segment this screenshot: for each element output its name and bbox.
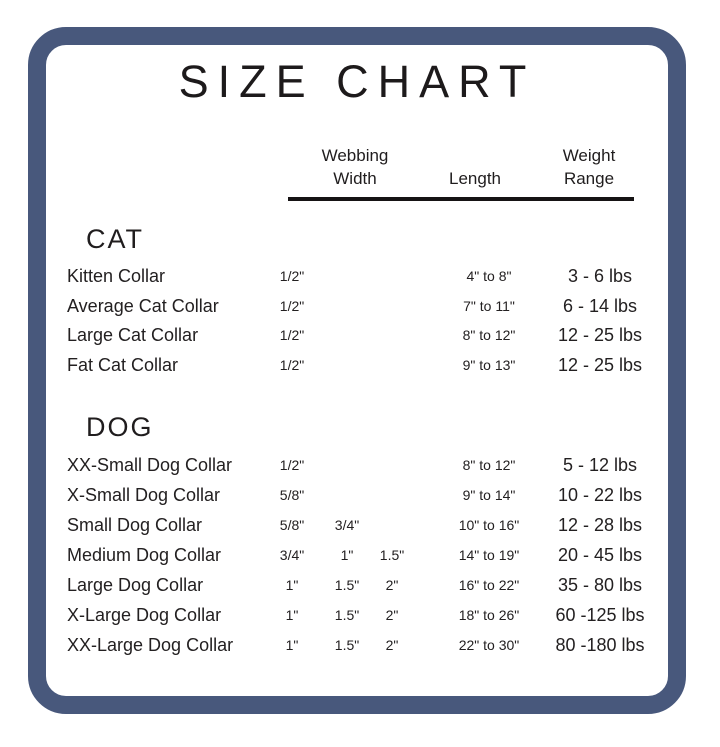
- length-value: 18" to 26": [458, 607, 520, 623]
- table-row: X-Large Dog Collar 1" 1.5" 2" 18" to 26" 60 -…: [0, 600, 720, 630]
- length-value: 14" to 19": [458, 547, 520, 563]
- weight-range-value: 35 - 80 lbs: [557, 575, 643, 595]
- length-value: 9" to 13": [462, 356, 516, 373]
- webbing-width-1: 1/2": [279, 297, 305, 314]
- webbing-width-2: 1": [340, 547, 354, 563]
- length-value: 4" to 8": [466, 268, 512, 284]
- length-value: 8" to 12": [462, 327, 516, 344]
- webbing-width-3: 2": [385, 637, 399, 653]
- page-title: SIZE CHART: [178, 56, 536, 107]
- webbing-width-1: 5/8": [279, 517, 305, 533]
- collar-name: Medium Dog Collar: [67, 545, 222, 565]
- header-rule: [288, 197, 634, 201]
- weight-range-value: 20 - 45 lbs: [557, 545, 643, 565]
- webbing-width-1: 1/2": [279, 327, 305, 344]
- webbing-width-1: 1/2": [279, 356, 305, 373]
- collar-name: Small Dog Collar: [67, 515, 203, 535]
- collar-name: Large Cat Collar: [67, 325, 199, 346]
- table-row: XX-Small Dog Collar 1/2" 8" to 12" 5 - 12 l…: [0, 450, 720, 480]
- length-value: 7" to 11": [463, 297, 515, 314]
- table-row: Large Dog Collar 1" 1.5" 2" 16" to 22" 35 - 8…: [0, 570, 720, 600]
- weight-range-value: 3 - 6 lbs: [567, 266, 633, 286]
- collar-name: XX-Large Dog Collar: [67, 635, 234, 655]
- column-header-webbing-line1: Webbing: [321, 146, 389, 165]
- webbing-width-3: 1.5": [379, 547, 405, 563]
- table-row: Medium Dog Collar 3/4" 1" 1.5" 14" to 19" 20 …: [0, 540, 720, 570]
- webbing-width-2: 1.5": [334, 577, 360, 593]
- length-value: 10" to 16": [458, 517, 520, 533]
- collar-name: XX-Small Dog Collar: [67, 455, 233, 475]
- webbing-width-1: 3/4": [279, 547, 305, 563]
- collar-name: Kitten Collar: [67, 266, 166, 286]
- collar-name: X-Small Dog Collar: [67, 485, 221, 505]
- column-header-weight-range: Weight Range: [529, 144, 649, 190]
- section-header-cat: CAT: [86, 224, 144, 254]
- card-border: [28, 27, 686, 714]
- column-header-weight-line2: Range: [563, 169, 615, 188]
- length-value: 22" to 30": [458, 637, 520, 653]
- table-row: Fat Cat Collar 1/2" 9" to 13" 12 - 25 lbs: [0, 350, 720, 380]
- webbing-width-2: 1.5": [334, 607, 360, 623]
- webbing-width-1: 1/2": [279, 268, 305, 284]
- table-row: Small Dog Collar 5/8" 3/4" 10" to 16" 12 - 2…: [0, 510, 720, 540]
- length-value: 8" to 12": [462, 457, 516, 473]
- length-value: 16" to 22": [458, 577, 520, 593]
- weight-range-value: 60 -125 lbs: [555, 605, 645, 625]
- column-header-length: Length: [415, 167, 535, 190]
- weight-range-value: 6 - 14 lbs: [562, 295, 638, 316]
- webbing-width-1: 1": [285, 637, 299, 653]
- weight-range-value: 12 - 25 lbs: [557, 354, 643, 375]
- weight-range-value: 5 - 12 lbs: [562, 455, 638, 475]
- section-header-dog: DOG: [86, 412, 154, 442]
- table-row: X-Small Dog Collar 5/8" 9" to 14" 10 - 22 l…: [0, 480, 720, 510]
- webbing-width-1: 5/8": [279, 487, 305, 503]
- webbing-width-3: 2": [385, 577, 399, 593]
- webbing-width-1: 1/2": [279, 457, 305, 473]
- table-row: Average Cat Collar 1/2" 7" to 11" 6 - 14 lb…: [0, 291, 720, 321]
- collar-name: Fat Cat Collar: [67, 354, 179, 375]
- webbing-width-3: 2": [385, 607, 399, 623]
- webbing-width-1: 1": [285, 607, 299, 623]
- collar-name: X-Large Dog Collar: [67, 605, 222, 625]
- webbing-width-2: 1.5": [334, 637, 360, 653]
- weight-range-value: 12 - 28 lbs: [557, 515, 643, 535]
- collar-name: Average Cat Collar: [67, 295, 219, 316]
- weight-range-value: 80 -180 lbs: [555, 635, 645, 655]
- weight-range-value: 10 - 22 lbs: [557, 485, 643, 505]
- table-row: Large Cat Collar 1/2" 8" to 12" 12 - 25 lbs: [0, 320, 720, 350]
- table-row: Kitten Collar 1/2" 4" to 8" 3 - 6 lbs: [0, 261, 720, 291]
- webbing-width-1: 1": [285, 577, 299, 593]
- weight-range-value: 12 - 25 lbs: [557, 325, 643, 346]
- collar-name: Large Dog Collar: [67, 575, 204, 595]
- column-header-webbing-width: Webbing Width: [295, 144, 415, 190]
- column-header-webbing-line2: Width: [333, 169, 377, 188]
- column-header-weight-line1: Weight: [562, 146, 616, 165]
- table-row: XX-Large Dog Collar 1" 1.5" 2" 22" to 30" 80 …: [0, 630, 720, 660]
- length-value: 9" to 14": [462, 487, 516, 503]
- webbing-width-2: 3/4": [334, 517, 360, 533]
- column-header-length-line1: Length: [449, 169, 501, 188]
